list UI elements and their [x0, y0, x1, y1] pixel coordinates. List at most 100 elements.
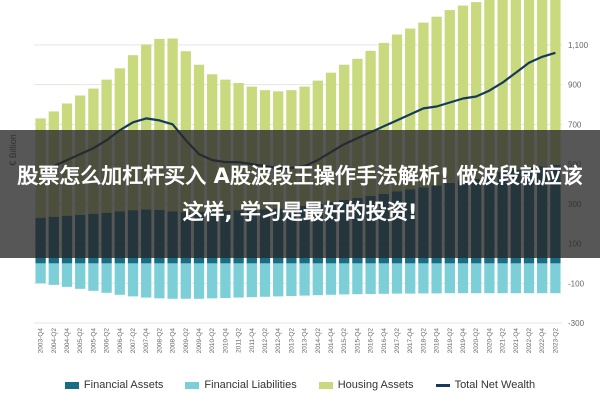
legend-label: Total Net Wealth	[454, 379, 536, 391]
bar-financial-liabilities	[457, 263, 469, 294]
bar-housing-assets	[537, 0, 548, 167]
x-tick-label: 2005-Q2	[77, 328, 84, 354]
bar-financial-liabilities	[48, 263, 59, 285]
bar-financial-liabilities	[167, 263, 178, 299]
x-tick-label: 2006-Q4	[117, 328, 124, 354]
bar-housing-assets	[378, 42, 389, 194]
bar-financial-liabilities	[510, 263, 521, 294]
x-tick-label: 2020-Q2	[473, 328, 480, 354]
bar-financial-liabilities	[233, 263, 244, 298]
legend-label: Housing Assets	[337, 379, 414, 391]
bar-financial-liabilities	[550, 263, 561, 294]
x-tick-label: 2018-Q4	[434, 328, 441, 354]
legend-swatch-financial-assets	[64, 381, 79, 389]
x-tick-label: 2010-Q4	[222, 328, 229, 354]
x-tick-label: 2013-Q2	[288, 328, 295, 354]
bar-financial-liabilities	[537, 263, 548, 294]
bar-financial-liabilities	[325, 263, 337, 295]
x-tick-label: 2006-Q2	[104, 328, 111, 354]
x-tick-label: 2015-Q2	[341, 328, 348, 354]
x-tick-label: 2011-Q2	[236, 328, 243, 353]
bar-financial-liabilities	[141, 263, 152, 298]
bar-financial-liabilities	[88, 263, 99, 291]
bar-housing-assets	[471, 2, 482, 179]
x-tick-label: 2013-Q4	[302, 328, 309, 354]
bar-financial-liabilities	[365, 263, 376, 294]
x-tick-label: 2004-Q2	[51, 328, 58, 354]
x-tick-label: 2011-Q4	[249, 328, 256, 353]
bar-financial-liabilities	[273, 263, 284, 297]
x-tick-label: 2017-Q4	[407, 328, 414, 354]
overlay-banner[interactable]: 股票怎么加杠杆买入 A股波段王操作手法解析! 做波段就应该这样, 学习是最好的投…	[0, 130, 600, 258]
legend-label: Financial Liabilities	[204, 379, 297, 391]
x-tick-label: 2005-Q4	[90, 328, 97, 354]
banner-text: 股票怎么加杠杆买入 A股波段王操作手法解析! 做波段就应该这样, 学习是最好的投…	[17, 164, 583, 224]
bar-financial-liabilities	[61, 263, 73, 287]
bar-housing-assets	[484, 0, 495, 176]
x-tick-label: 2021-Q2	[500, 328, 507, 354]
bar-financial-liabilities	[114, 263, 125, 295]
legend: Financial Assets Financial Liabilities H…	[0, 376, 600, 394]
x-tick-label: 2007-Q4	[143, 328, 150, 354]
bar-housing-assets	[405, 28, 416, 190]
x-tick-label: 2017-Q2	[394, 328, 401, 354]
bar-financial-liabilities	[207, 263, 218, 299]
x-tick-label: 2022-Q2	[526, 328, 533, 354]
bar-financial-liabilities	[35, 263, 46, 284]
bar-financial-liabilities	[431, 263, 442, 294]
x-tick-label: 2010-Q2	[209, 328, 216, 354]
x-tick-label: 2007-Q2	[130, 328, 137, 354]
x-tick-label: 2014-Q4	[328, 328, 335, 354]
x-tick-label: 2003-Q4	[38, 328, 45, 354]
legend-item-housing-assets: Housing Assets	[318, 379, 414, 391]
x-tick-label: 2012-Q2	[262, 328, 269, 354]
bar-housing-assets	[154, 38, 165, 210]
x-tick-label: 2009-Q4	[196, 328, 203, 354]
x-tick-label: 2008-Q2	[156, 328, 163, 354]
x-tick-label: 2018-Q2	[420, 328, 427, 354]
bar-financial-liabilities	[497, 263, 508, 294]
bar-financial-liabilities	[180, 263, 191, 299]
y-tick-label: -300	[568, 319, 585, 328]
x-tick-label: 2019-Q2	[447, 328, 454, 354]
x-tick-label: 2021-Q4	[513, 328, 520, 354]
x-tick-label: 2014-Q2	[315, 328, 322, 354]
bar-financial-liabilities	[378, 263, 389, 294]
y-tick-label: 900	[568, 81, 582, 90]
bar-housing-assets	[523, 0, 535, 169]
bar-financial-liabilities	[154, 263, 165, 299]
x-tick-label: 2016-Q2	[368, 328, 375, 354]
bar-housing-assets	[431, 16, 442, 186]
bar-housing-assets	[457, 5, 469, 181]
x-tick-label: 2008-Q4	[170, 328, 177, 354]
legend-swatch-housing-assets	[318, 381, 333, 389]
bar-financial-liabilities	[418, 263, 429, 294]
bar-financial-liabilities	[259, 263, 271, 297]
bar-financial-liabilities	[127, 263, 139, 297]
bar-financial-liabilities	[101, 263, 112, 293]
bar-housing-assets	[352, 58, 363, 198]
x-tick-label: 2016-Q4	[381, 328, 388, 354]
bar-financial-liabilities	[405, 263, 416, 294]
x-tick-label: 2004-Q4	[64, 328, 71, 354]
bar-financial-liabilities	[523, 263, 535, 294]
legend-item-financial-assets: Financial Assets	[64, 379, 164, 391]
bar-financial-liabilities	[193, 263, 205, 299]
legend-label: Financial Assets	[83, 379, 164, 391]
x-tick-label: 2020-Q4	[486, 328, 493, 354]
y-tick-label: 1,100	[568, 41, 589, 50]
bar-financial-liabilities	[352, 263, 363, 295]
legend-swatch-total-net-wealth	[435, 383, 450, 387]
bar-housing-assets	[497, 0, 508, 173]
bar-housing-assets	[141, 44, 152, 210]
bar-financial-liabilities	[286, 263, 297, 296]
bar-housing-assets	[418, 22, 429, 188]
x-tick-label: 2015-Q4	[354, 328, 361, 354]
bar-housing-assets	[365, 50, 376, 196]
legend-item-financial-liabilities: Financial Liabilities	[185, 379, 297, 391]
legend-swatch-financial-liabilities	[185, 381, 200, 389]
bar-financial-liabilities	[484, 263, 495, 294]
bar-financial-liabilities	[75, 263, 86, 289]
x-tick-label: 2023-Q2	[552, 328, 559, 354]
bar-financial-liabilities	[391, 263, 403, 294]
